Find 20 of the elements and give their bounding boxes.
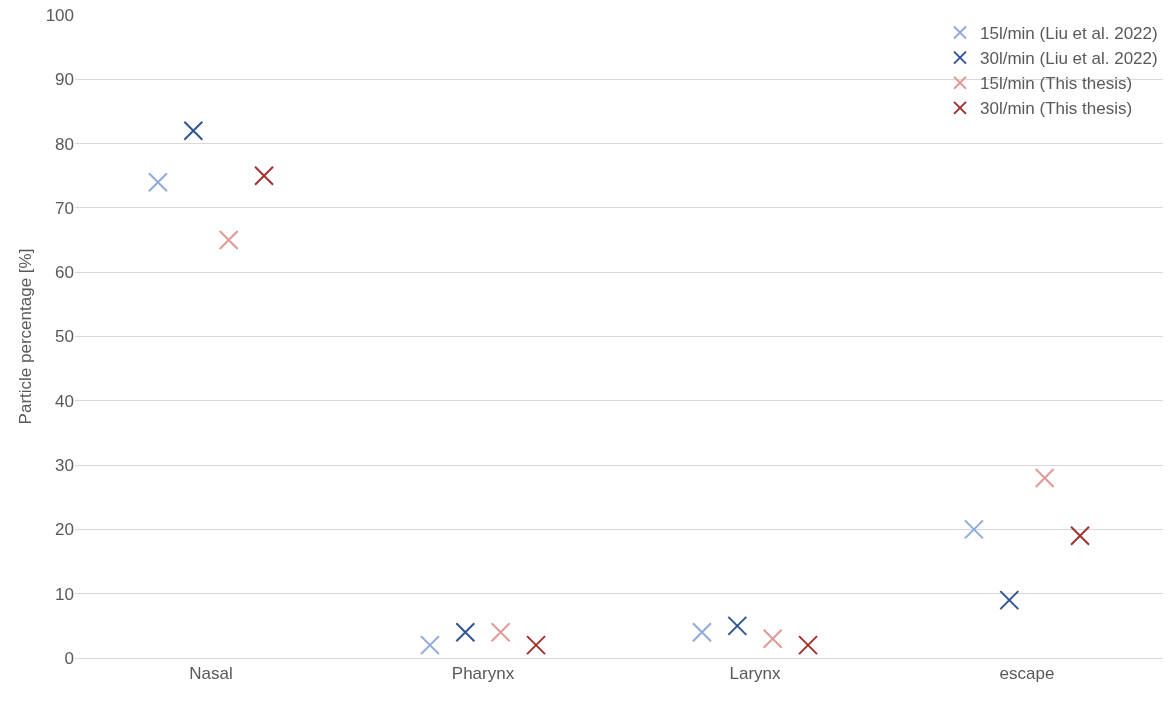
y-tick-label: 20 xyxy=(55,520,74,540)
y-tick-label: 0 xyxy=(64,648,74,668)
y-tick-label: 100 xyxy=(45,5,74,25)
y-tick-label: 90 xyxy=(55,70,74,90)
legend-label: 15l/min (Liu et al. 2022) xyxy=(980,24,1158,44)
legend-label: 15l/min (This thesis) xyxy=(980,74,1133,94)
legend-label: 30l/min (Liu et al. 2022) xyxy=(980,49,1158,69)
legend-label: 30l/min (This thesis) xyxy=(980,99,1133,119)
y-tick-label: 60 xyxy=(55,263,74,283)
y-axis-title: Particle percentage [%] xyxy=(16,248,35,425)
y-tick-label: 10 xyxy=(55,584,74,604)
y-tick-label: 50 xyxy=(55,327,74,347)
x-tick-label: escape xyxy=(999,664,1055,684)
y-tick-label: 30 xyxy=(55,456,74,476)
x-tick-label: Nasal xyxy=(189,664,233,684)
x-tick-label: Larynx xyxy=(729,664,782,684)
x-tick-label: Pharynx xyxy=(451,664,515,684)
y-tick-label: 70 xyxy=(55,198,74,218)
y-tick-label: 40 xyxy=(55,391,74,411)
y-tick-label: 80 xyxy=(55,134,74,154)
